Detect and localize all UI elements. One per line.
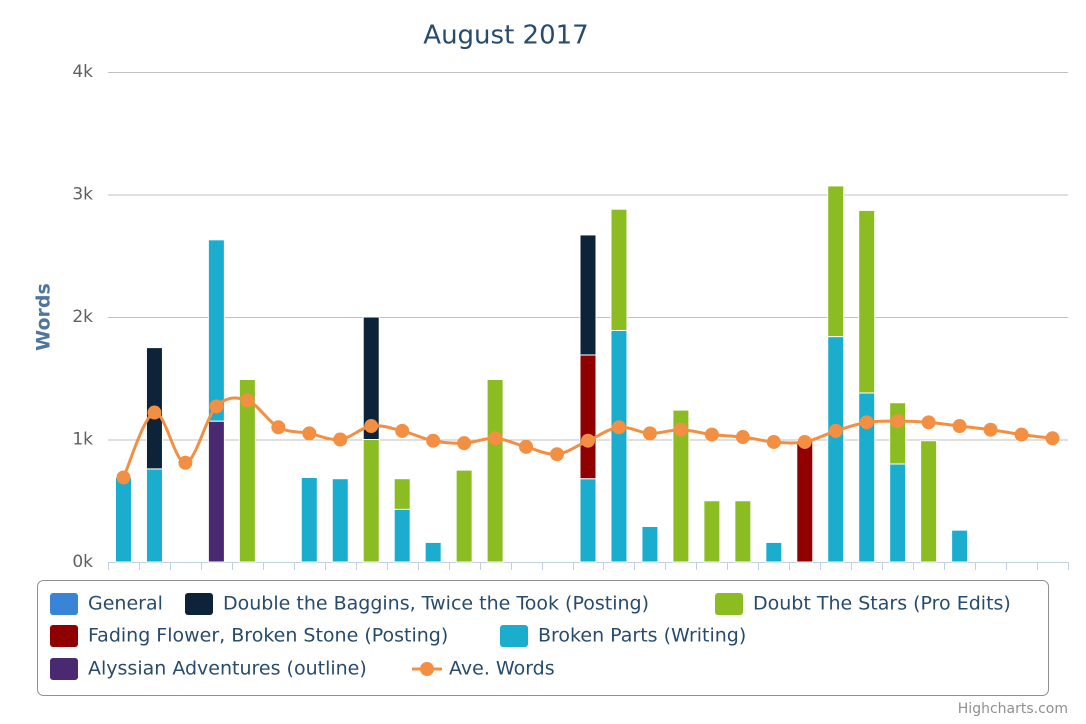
bar: [703, 500, 721, 563]
legend-label[interactable]: Fading Flower, Broken Stone (Posting): [88, 625, 448, 647]
legend-symbol: [50, 625, 78, 647]
point: [797, 434, 812, 449]
point: [550, 447, 565, 462]
bar: [114, 476, 132, 563]
point: [704, 427, 719, 442]
bar: [765, 541, 783, 563]
point: [178, 455, 193, 470]
bar: [424, 541, 442, 563]
y-tick-label: 4k: [72, 62, 93, 82]
bar: [455, 469, 473, 563]
legend-label[interactable]: Ave. Words: [449, 658, 555, 680]
legend-symbol: [185, 593, 213, 615]
point: [1014, 427, 1029, 442]
bar: [951, 529, 969, 563]
bar: [331, 478, 349, 563]
bar: [734, 500, 752, 563]
point: [488, 431, 503, 446]
point: [642, 426, 657, 441]
legend-label[interactable]: Doubt The Stars (Pro Edits): [753, 593, 1011, 615]
point: [302, 426, 317, 441]
bar: [362, 439, 380, 563]
point: [457, 436, 472, 451]
bar: [827, 185, 845, 338]
bar: [207, 239, 225, 422]
point: [116, 470, 131, 485]
bar: [362, 316, 380, 440]
point: [952, 419, 967, 434]
point: [859, 415, 874, 430]
bar: [393, 478, 411, 510]
y-tick-label: 2k: [72, 307, 93, 327]
point: [240, 393, 255, 408]
y-tick-label: 1k: [72, 430, 93, 450]
bar: [889, 463, 907, 563]
point: [519, 439, 534, 454]
point: [581, 433, 595, 448]
bar: [486, 378, 504, 563]
legend-symbol: [50, 593, 78, 615]
y-tick-label: 0k: [72, 552, 93, 572]
bar: [393, 508, 411, 563]
y-axis-title: Words: [33, 283, 55, 351]
point: [395, 423, 410, 438]
bar: [579, 354, 597, 480]
legend-symbol: [420, 662, 434, 676]
legend-symbol: [715, 593, 743, 615]
point: [271, 420, 286, 435]
bar: [889, 402, 907, 465]
legend-symbol: [50, 658, 78, 680]
point: [673, 422, 688, 437]
bar: [300, 476, 318, 563]
point: [921, 415, 936, 430]
bar: [672, 409, 690, 563]
point: [333, 432, 348, 447]
point: [1045, 431, 1060, 446]
bar: [579, 478, 597, 563]
legend-label[interactable]: General: [88, 593, 163, 615]
point: [766, 434, 781, 449]
bar: [145, 468, 163, 563]
legend-label[interactable]: Broken Parts (Writing): [538, 625, 746, 647]
credits[interactable]: Highcharts.com: [958, 701, 1068, 717]
bar: [238, 378, 256, 563]
bar: [610, 208, 628, 331]
bar: [207, 420, 225, 563]
legend-symbol: [500, 625, 528, 647]
legend-box: [37, 580, 1049, 696]
point: [890, 414, 905, 429]
legend-label[interactable]: Double the Baggins, Twice the Took (Post…: [223, 593, 649, 615]
point: [364, 419, 379, 434]
point: [828, 423, 843, 438]
bar: [858, 209, 876, 394]
bar: [827, 336, 845, 563]
point: [735, 430, 750, 445]
bar: [641, 525, 659, 563]
point: [611, 420, 626, 435]
bar: [920, 440, 938, 563]
bar: [579, 234, 597, 356]
bar: [610, 329, 628, 563]
chart-title: August 2017: [423, 21, 588, 51]
point: [209, 399, 224, 414]
bar: [796, 440, 814, 563]
y-tick-label: 3k: [72, 185, 93, 205]
point: [147, 405, 162, 420]
legend-label[interactable]: Alyssian Adventures (outline): [88, 658, 367, 680]
point: [426, 433, 441, 448]
point: [983, 422, 998, 437]
